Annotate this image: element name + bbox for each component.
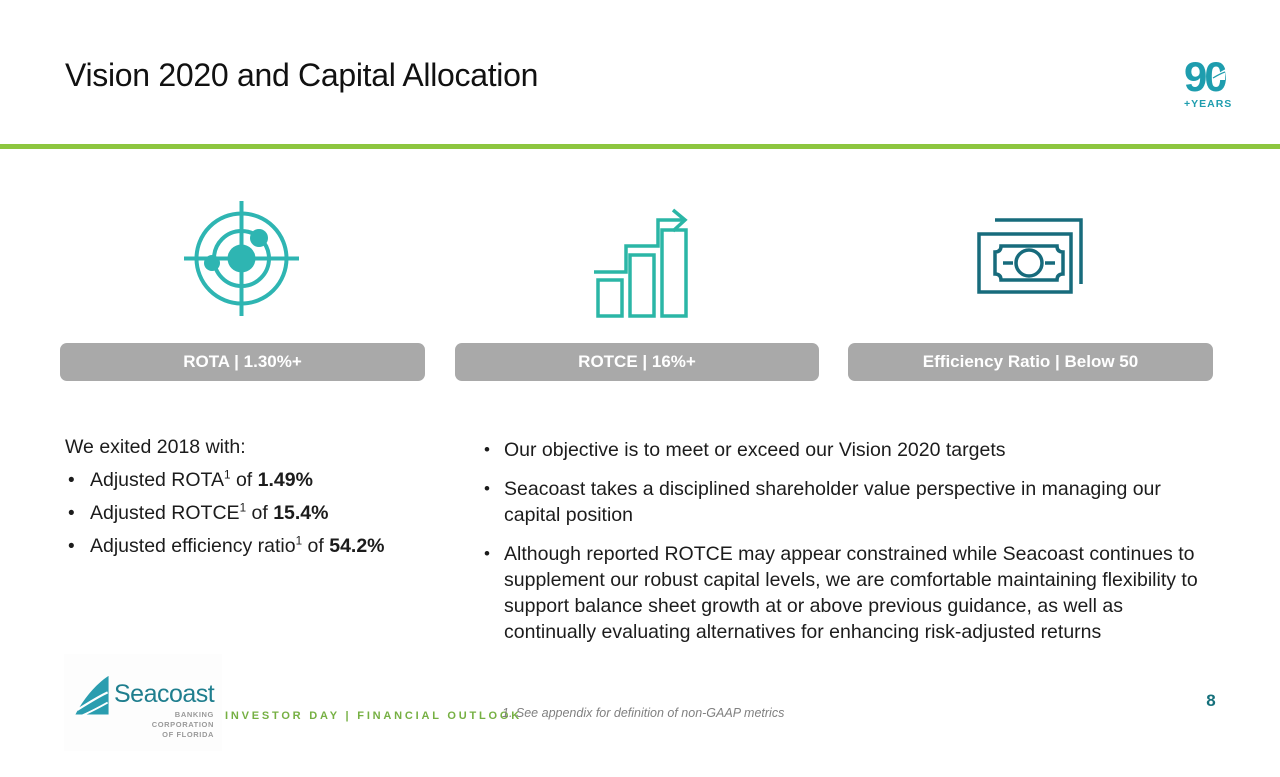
banknote-icon (977, 218, 1083, 294)
metrics-list: Adjusted ROTA1 of 1.49% Adjusted ROTCE1 … (65, 464, 465, 563)
anniversary-number: 90 (1184, 53, 1228, 100)
sail-icon (75, 675, 109, 718)
metrics-heading: We exited 2018 with: (65, 436, 246, 458)
metric-rotce: Adjusted ROTCE1 of 15.4% (65, 497, 465, 530)
capital-allocation-bullets: Our objective is to meet or exceed our V… (483, 437, 1201, 658)
brand-subtitle: BANKING CORPORATION OF FLORIDA (151, 710, 214, 739)
event-label: INVESTOR DAY | FINANCIAL OUTLOOK (225, 710, 523, 722)
brand-wordmark: Seacoast (114, 680, 215, 708)
exit-2018-metrics-block: We exited 2018 with: Adjusted ROTA1 of 1… (65, 431, 465, 563)
slide-title: Vision 2020 and Capital Allocation (65, 57, 539, 93)
radar-target-icon (184, 201, 299, 316)
non-gaap-footnote: 1. See appendix for definition of non-GA… (502, 706, 785, 720)
bullet-vision-targets: Our objective is to meet or exceed our V… (483, 437, 1201, 463)
anniversary-caption: +YEARS (1184, 98, 1233, 110)
rotce-target-banner: ROTCE | 16%+ (455, 343, 819, 381)
page-number: 8 (1206, 691, 1216, 710)
bullet-shareholder-value: Seacoast takes a disciplined shareholder… (483, 476, 1201, 528)
rota-target-banner: ROTA | 1.30%+ (60, 343, 425, 381)
seacoast-logo: Seacoast BANKING CORPORATION OF FLORIDA (64, 654, 222, 751)
metric-efficiency-ratio: Adjusted efficiency ratio1 of 54.2% (65, 530, 465, 563)
efficiency-ratio-target-banner: Efficiency Ratio | Below 50 (848, 343, 1213, 381)
bullet-rotce-flexibility: Although reported ROTCE may appear const… (483, 541, 1201, 645)
metric-rota: Adjusted ROTA1 of 1.49% (65, 464, 465, 497)
growth-chart-icon (594, 208, 688, 318)
anniversary-90-years-logo: 90 +YEARS (1184, 56, 1254, 110)
title-divider-line (0, 144, 1280, 149)
